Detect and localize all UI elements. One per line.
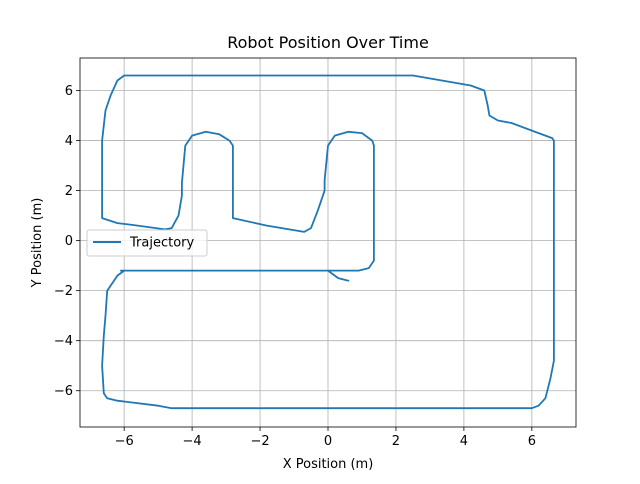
x-tick-label: 2 [392, 434, 400, 449]
x-tick-label: 6 [528, 434, 536, 449]
chart-title: Robot Position Over Time [227, 33, 429, 52]
y-tick-label: −4 [54, 334, 73, 349]
x-tick-label: −6 [115, 434, 134, 449]
legend-entry-trajectory: Trajectory [129, 236, 194, 251]
y-tick-label: 6 [65, 84, 73, 99]
y-tick-label: −6 [54, 384, 73, 399]
ticks: −6 −4 −2 0 2 4 6 −6 −4 −2 0 2 4 6 [54, 84, 536, 449]
x-tick-label: 4 [460, 434, 468, 449]
series-line-trajectory [101, 74, 555, 410]
x-tick-label: 0 [324, 434, 332, 449]
y-tick-label: −2 [54, 284, 73, 299]
y-axis-label: Y Position (m) [30, 198, 45, 289]
legend: Trajectory [86, 229, 208, 257]
y-tick-label: 2 [65, 184, 73, 199]
y-tick-label: 4 [65, 134, 73, 149]
y-tick-label: 0 [65, 234, 73, 249]
grid [80, 58, 576, 427]
legend-box [86, 229, 208, 257]
series-layer [101, 74, 555, 410]
x-tick-label: −4 [183, 434, 202, 449]
x-tick-label: −2 [250, 434, 269, 449]
x-axis-label: X Position (m) [283, 457, 374, 472]
